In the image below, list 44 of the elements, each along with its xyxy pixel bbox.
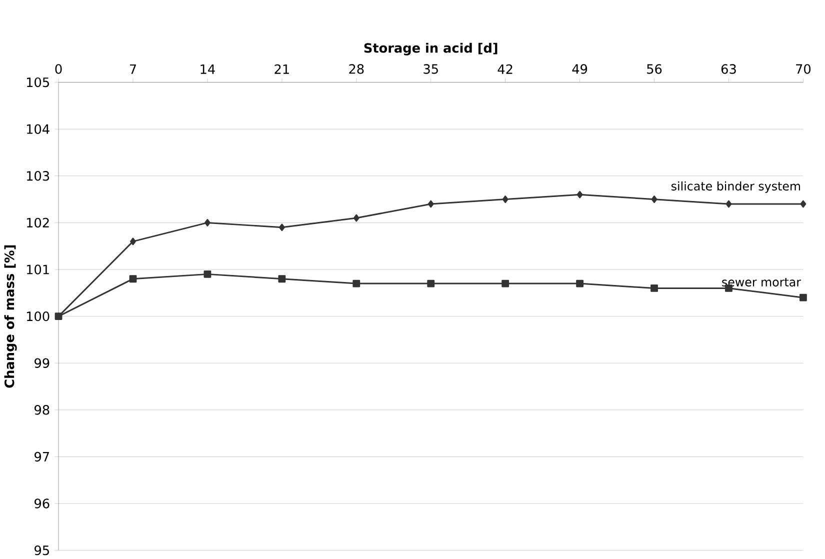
- y-tick-label: 97: [34, 452, 49, 462]
- point: [651, 195, 658, 203]
- point: [502, 280, 510, 288]
- point: [799, 294, 807, 302]
- y-tick-label: 102: [26, 218, 49, 228]
- x-tick-label: 21: [274, 64, 289, 74]
- x-tick-label: 63: [721, 64, 736, 74]
- y-tick-label: 101: [26, 264, 49, 274]
- x-axis-title: Storage in acid [d]: [364, 42, 498, 56]
- point: [576, 280, 584, 288]
- point: [278, 274, 286, 282]
- x-tick-label: 0: [55, 64, 62, 74]
- x-tick-label: 49: [572, 64, 588, 74]
- x-tick-label: 14: [200, 64, 215, 74]
- y-tick-label: 103: [26, 170, 50, 181]
- point: [352, 280, 360, 288]
- point: [576, 190, 583, 198]
- x-tick-label: 35: [424, 64, 438, 74]
- y-tick-label: 105: [26, 77, 49, 87]
- x-tick-label: 70: [796, 64, 811, 74]
- point: [204, 270, 212, 278]
- x-tick-label: 42: [498, 64, 512, 74]
- point: [502, 195, 508, 203]
- y-tick-label: 104: [26, 124, 50, 134]
- y-tick-label: 96: [34, 498, 50, 508]
- point: [204, 218, 210, 226]
- point: [129, 274, 137, 282]
- point: [353, 214, 360, 222]
- y-tick-label: 100: [26, 311, 50, 321]
- point: [428, 200, 434, 208]
- point: [427, 280, 435, 288]
- x-tick-label: 7: [130, 64, 136, 74]
- point: [726, 200, 732, 208]
- y-tick-label: 98: [34, 404, 50, 415]
- point: [130, 238, 136, 245]
- x-tick-label: 28: [349, 64, 364, 74]
- y-axis-title: Change of mass [%]: [4, 245, 17, 388]
- y-tick-label: 95: [34, 545, 49, 555]
- point: [650, 284, 658, 292]
- point: [800, 200, 806, 208]
- series-label: silicate binder system: [671, 181, 800, 193]
- x-tick-label: 56: [647, 64, 662, 74]
- point: [278, 223, 285, 231]
- y-tick-label: 99: [34, 358, 50, 368]
